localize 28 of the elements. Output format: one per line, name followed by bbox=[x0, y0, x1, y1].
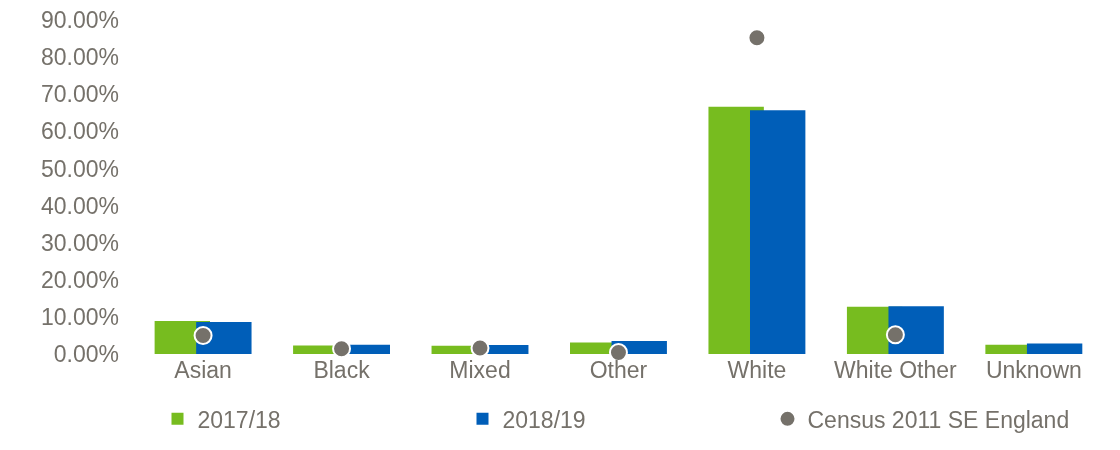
x-tick-label: White Other bbox=[834, 357, 958, 383]
legend-label: 2017/18 bbox=[197, 406, 281, 433]
y-tick-label: 10.00% bbox=[40, 303, 119, 330]
point bbox=[470, 338, 490, 358]
point bbox=[332, 339, 352, 359]
y-tick-label: 90.00% bbox=[40, 7, 119, 34]
y-tick-label: 30.00% bbox=[40, 229, 119, 256]
bar bbox=[1026, 343, 1083, 354]
point bbox=[885, 325, 905, 345]
y-tick-label: 0.00% bbox=[53, 341, 119, 368]
bar bbox=[750, 110, 806, 354]
point bbox=[747, 28, 767, 48]
x-tick-label: Asian bbox=[174, 357, 232, 383]
x-tick-label: Other bbox=[589, 357, 648, 383]
x-tick-label: White bbox=[727, 357, 787, 383]
y-tick-label: 70.00% bbox=[40, 81, 119, 108]
bar bbox=[888, 306, 944, 354]
y-tick-label: 40.00% bbox=[40, 192, 119, 219]
legend-label: 2018/19 bbox=[502, 406, 586, 433]
x-tick-label: Unknown bbox=[985, 357, 1082, 383]
y-tick-label: 60.00% bbox=[40, 118, 119, 145]
x-tick-label: Mixed bbox=[449, 357, 511, 383]
x-tick-label: Black bbox=[313, 357, 371, 383]
legend-label: Census 2011 SE England bbox=[807, 406, 1070, 433]
y-tick-label: 20.00% bbox=[40, 266, 119, 293]
y-tick-label: 80.00% bbox=[40, 44, 119, 71]
y-tick-label: 50.00% bbox=[40, 155, 119, 182]
point bbox=[193, 325, 213, 345]
